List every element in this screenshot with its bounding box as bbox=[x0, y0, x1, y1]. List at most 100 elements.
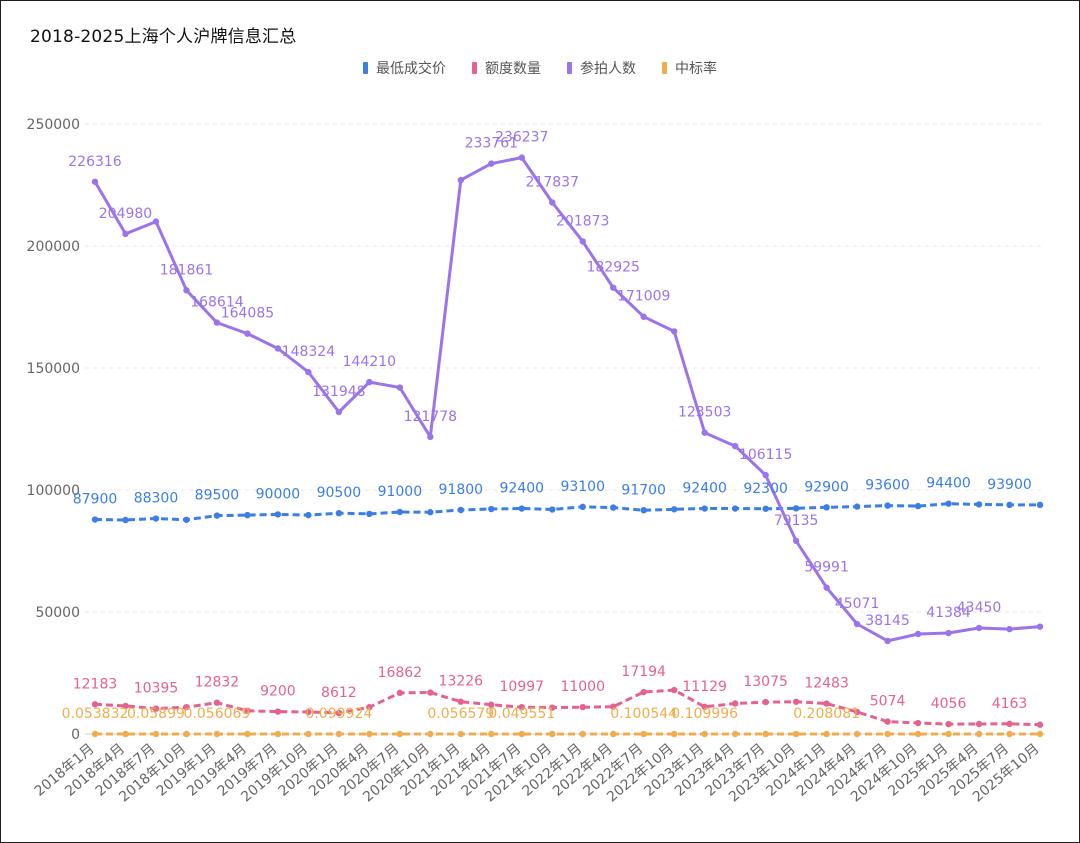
data-point[interactable] bbox=[731, 730, 739, 738]
data-point[interactable] bbox=[457, 506, 465, 514]
data-point[interactable] bbox=[457, 698, 465, 705]
data-point[interactable] bbox=[731, 442, 739, 450]
data-point[interactable] bbox=[213, 730, 221, 738]
data-point[interactable] bbox=[701, 505, 708, 512]
data-point[interactable] bbox=[549, 199, 556, 206]
data-point[interactable] bbox=[610, 284, 617, 291]
data-point[interactable] bbox=[122, 516, 129, 524]
data-point[interactable] bbox=[427, 433, 434, 441]
data-point[interactable] bbox=[305, 368, 312, 376]
data-point[interactable] bbox=[640, 688, 647, 696]
data-point[interactable] bbox=[975, 624, 983, 632]
data-point[interactable] bbox=[427, 509, 434, 516]
data-point[interactable] bbox=[945, 629, 952, 637]
data-point[interactable] bbox=[305, 708, 312, 716]
legend-item-bidders[interactable]: 参拍人数 bbox=[567, 58, 636, 78]
data-point[interactable] bbox=[579, 238, 586, 245]
data-point[interactable] bbox=[122, 230, 129, 238]
data-point[interactable] bbox=[823, 584, 830, 591]
data-point[interactable] bbox=[701, 703, 708, 711]
data-point[interactable] bbox=[792, 698, 800, 705]
data-point[interactable] bbox=[579, 730, 586, 738]
data-point[interactable] bbox=[1036, 730, 1044, 738]
data-point[interactable] bbox=[366, 730, 373, 738]
data-point[interactable] bbox=[945, 500, 952, 507]
data-point[interactable] bbox=[1036, 501, 1044, 509]
data-point[interactable] bbox=[213, 319, 221, 326]
legend-item-min-price[interactable]: 最低成交价 bbox=[363, 58, 446, 78]
data-point[interactable] bbox=[396, 689, 404, 697]
data-point[interactable] bbox=[335, 709, 343, 717]
data-point[interactable] bbox=[366, 378, 373, 386]
data-point[interactable] bbox=[213, 699, 221, 706]
data-point[interactable] bbox=[427, 689, 434, 696]
data-point[interactable] bbox=[152, 730, 160, 738]
data-point[interactable] bbox=[488, 160, 495, 167]
data-point[interactable] bbox=[518, 505, 525, 512]
data-point[interactable] bbox=[610, 730, 617, 738]
data-point[interactable] bbox=[366, 703, 373, 711]
data-point[interactable] bbox=[1006, 720, 1013, 728]
data-point[interactable] bbox=[244, 511, 251, 519]
data-point[interactable] bbox=[670, 328, 678, 335]
data-point[interactable] bbox=[518, 154, 525, 161]
data-point[interactable] bbox=[91, 701, 99, 708]
data-point[interactable] bbox=[305, 730, 312, 738]
data-point[interactable] bbox=[274, 730, 282, 738]
data-point[interactable] bbox=[914, 719, 922, 727]
data-point[interactable] bbox=[244, 730, 251, 738]
data-point[interactable] bbox=[549, 704, 556, 711]
data-point[interactable] bbox=[427, 730, 434, 738]
data-point[interactable] bbox=[549, 506, 556, 513]
data-point[interactable] bbox=[213, 512, 221, 519]
data-point[interactable] bbox=[244, 707, 251, 715]
data-point[interactable] bbox=[762, 698, 769, 706]
data-point[interactable] bbox=[853, 503, 861, 510]
data-point[interactable] bbox=[945, 720, 952, 728]
legend-item-quota[interactable]: 额度数量 bbox=[472, 58, 541, 78]
data-point[interactable] bbox=[914, 730, 922, 738]
data-point[interactable] bbox=[884, 718, 891, 725]
data-point[interactable] bbox=[488, 505, 495, 513]
data-point[interactable] bbox=[152, 218, 160, 225]
data-point[interactable] bbox=[975, 730, 983, 738]
legend-item-win-rate[interactable]: 中标率 bbox=[662, 58, 717, 78]
data-point[interactable] bbox=[640, 313, 647, 320]
data-point[interactable] bbox=[274, 708, 282, 715]
data-point[interactable] bbox=[152, 515, 160, 522]
data-point[interactable] bbox=[183, 516, 190, 523]
data-point[interactable] bbox=[274, 345, 282, 352]
data-point[interactable] bbox=[91, 516, 99, 523]
data-point[interactable] bbox=[670, 686, 678, 694]
data-point[interactable] bbox=[396, 730, 404, 738]
data-point[interactable] bbox=[457, 176, 465, 184]
data-point[interactable] bbox=[670, 730, 678, 738]
data-point[interactable] bbox=[762, 505, 769, 512]
data-point[interactable] bbox=[823, 504, 830, 511]
data-point[interactable] bbox=[975, 501, 983, 508]
data-point[interactable] bbox=[884, 730, 891, 738]
data-point[interactable] bbox=[305, 511, 312, 519]
data-point[interactable] bbox=[91, 730, 99, 738]
data-point[interactable] bbox=[1036, 623, 1044, 630]
data-point[interactable] bbox=[731, 700, 739, 707]
data-point[interactable] bbox=[396, 384, 404, 391]
data-point[interactable] bbox=[396, 508, 404, 516]
data-point[interactable] bbox=[610, 703, 617, 710]
data-point[interactable] bbox=[792, 730, 800, 738]
data-point[interactable] bbox=[792, 537, 800, 545]
data-point[interactable] bbox=[853, 620, 861, 628]
data-point[interactable] bbox=[183, 730, 190, 738]
data-point[interactable] bbox=[945, 730, 952, 738]
data-point[interactable] bbox=[823, 730, 830, 738]
data-point[interactable] bbox=[335, 408, 343, 416]
data-point[interactable] bbox=[183, 287, 190, 294]
data-point[interactable] bbox=[366, 510, 373, 518]
data-point[interactable] bbox=[884, 502, 891, 509]
data-point[interactable] bbox=[823, 700, 830, 707]
data-point[interactable] bbox=[670, 506, 678, 513]
data-point[interactable] bbox=[610, 504, 617, 511]
data-point[interactable] bbox=[975, 720, 983, 728]
data-point[interactable] bbox=[914, 630, 922, 638]
data-point[interactable] bbox=[701, 429, 708, 436]
